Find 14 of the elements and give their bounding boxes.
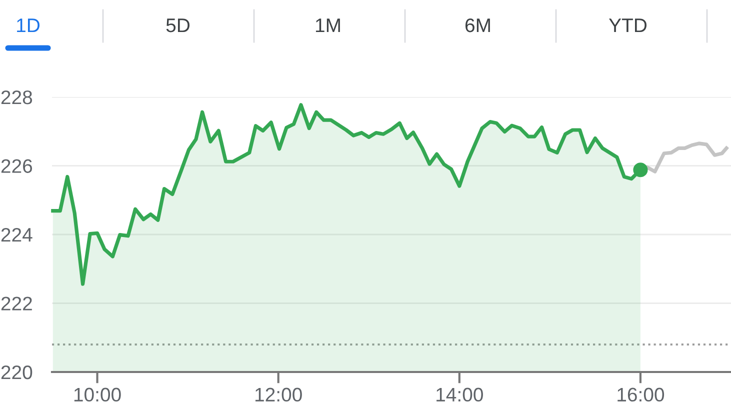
text: 6M bbox=[465, 18, 490, 32]
text: 1M bbox=[316, 18, 340, 32]
text: YTD bbox=[608, 18, 647, 32]
y-tick-label: 222 bbox=[1, 296, 32, 310]
x-tick-label: 10:00 bbox=[74, 388, 121, 402]
x-tick-label: 16:00 bbox=[618, 388, 664, 402]
y-tick-label: 228 bbox=[1, 90, 32, 104]
x-tick-label: 12:00 bbox=[255, 388, 302, 402]
x-tick-label: 14:00 bbox=[436, 388, 483, 402]
y-tick-label: 220 bbox=[1, 365, 32, 380]
text: 1D bbox=[17, 18, 40, 32]
y-tick-label: 224 bbox=[1, 228, 32, 242]
text: 5D bbox=[166, 18, 190, 32]
y-tick-label: 226 bbox=[1, 159, 32, 173]
